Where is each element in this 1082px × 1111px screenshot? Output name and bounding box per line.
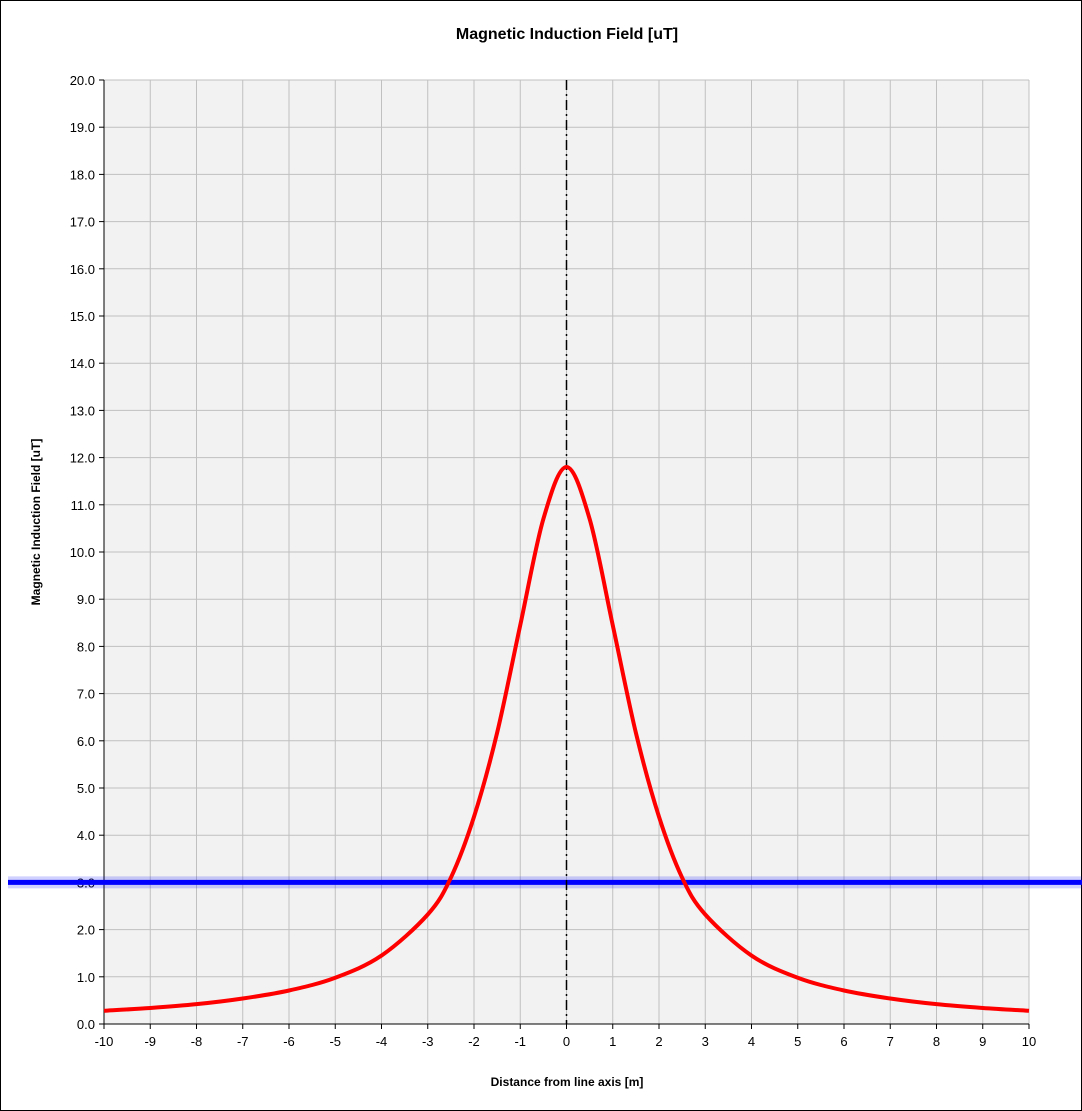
y-tick-label: 16.0 xyxy=(70,262,95,277)
y-tick-label: 18.0 xyxy=(70,167,95,182)
reference-lines xyxy=(8,80,1082,1024)
y-tick-label: 14.0 xyxy=(70,356,95,371)
x-tick-label: 1 xyxy=(609,1034,616,1049)
y-tick-label: 19.0 xyxy=(70,120,95,135)
y-tick-label: 4.0 xyxy=(77,828,95,843)
x-tick-label: -8 xyxy=(191,1034,203,1049)
x-tick-label: 7 xyxy=(887,1034,894,1049)
y-tick-label: 7.0 xyxy=(77,687,95,702)
y-tick-label: 1.0 xyxy=(77,970,95,985)
x-tick-label: -2 xyxy=(468,1034,480,1049)
y-tick-label: 15.0 xyxy=(70,309,95,324)
grid xyxy=(99,79,1030,1029)
y-tick-label: 9.0 xyxy=(77,592,95,607)
y-tick-label: 20.0 xyxy=(70,73,95,88)
chart-title: Magnetic Induction Field [uT] xyxy=(456,26,678,43)
x-tick-label: 6 xyxy=(840,1034,847,1049)
x-tick-label: 9 xyxy=(979,1034,986,1049)
x-tick-label: 5 xyxy=(794,1034,801,1049)
series xyxy=(103,465,1030,1013)
y-tick-label: 6.0 xyxy=(77,734,95,749)
y-tick-label: 13.0 xyxy=(70,403,95,418)
x-tick-label: -6 xyxy=(283,1034,295,1049)
y-tick-label: 5.0 xyxy=(77,781,95,796)
x-tick-label: 3 xyxy=(702,1034,709,1049)
x-tick-labels: -10 -9 -8 -7 -6 -5 -4 -3 -2 -1 0 1 2 3 4 5 6 7 8 9 10 xyxy=(95,1034,1037,1049)
x-tick-label: -1 xyxy=(514,1034,526,1049)
x-tick-label: -4 xyxy=(376,1034,388,1049)
y-tick-label: 11.0 xyxy=(71,498,95,513)
x-tick-label: -10 xyxy=(95,1034,114,1049)
x-tick-label: -9 xyxy=(144,1034,156,1049)
x-tick-label: 8 xyxy=(933,1034,940,1049)
x-tick-label: -3 xyxy=(422,1034,434,1049)
x-tick-label: 0 xyxy=(563,1034,570,1049)
y-tick-label: 17.0 xyxy=(70,215,95,230)
y-axis-title: Magnetic Induction Field [uT] xyxy=(29,439,43,606)
y-tick-label: 0.0 xyxy=(77,1017,95,1032)
x-tick-label: -7 xyxy=(237,1034,249,1049)
y-tick-label: 8.0 xyxy=(77,639,95,654)
x-tick-label: -5 xyxy=(329,1034,341,1049)
y-tick-label: 2.0 xyxy=(77,923,95,938)
x-tick-label: 2 xyxy=(655,1034,662,1049)
y-tick-label: 10.0 xyxy=(70,545,95,560)
y-tick-label: 12.0 xyxy=(70,451,95,466)
x-axis-title: Distance from line axis [m] xyxy=(491,1075,644,1089)
y-tick-labels: 0.01.02.03.04.05.06.07.08.09.010.011.012… xyxy=(70,73,95,1032)
x-tick-label: 4 xyxy=(748,1034,755,1049)
x-tick-label: 10 xyxy=(1022,1034,1036,1049)
